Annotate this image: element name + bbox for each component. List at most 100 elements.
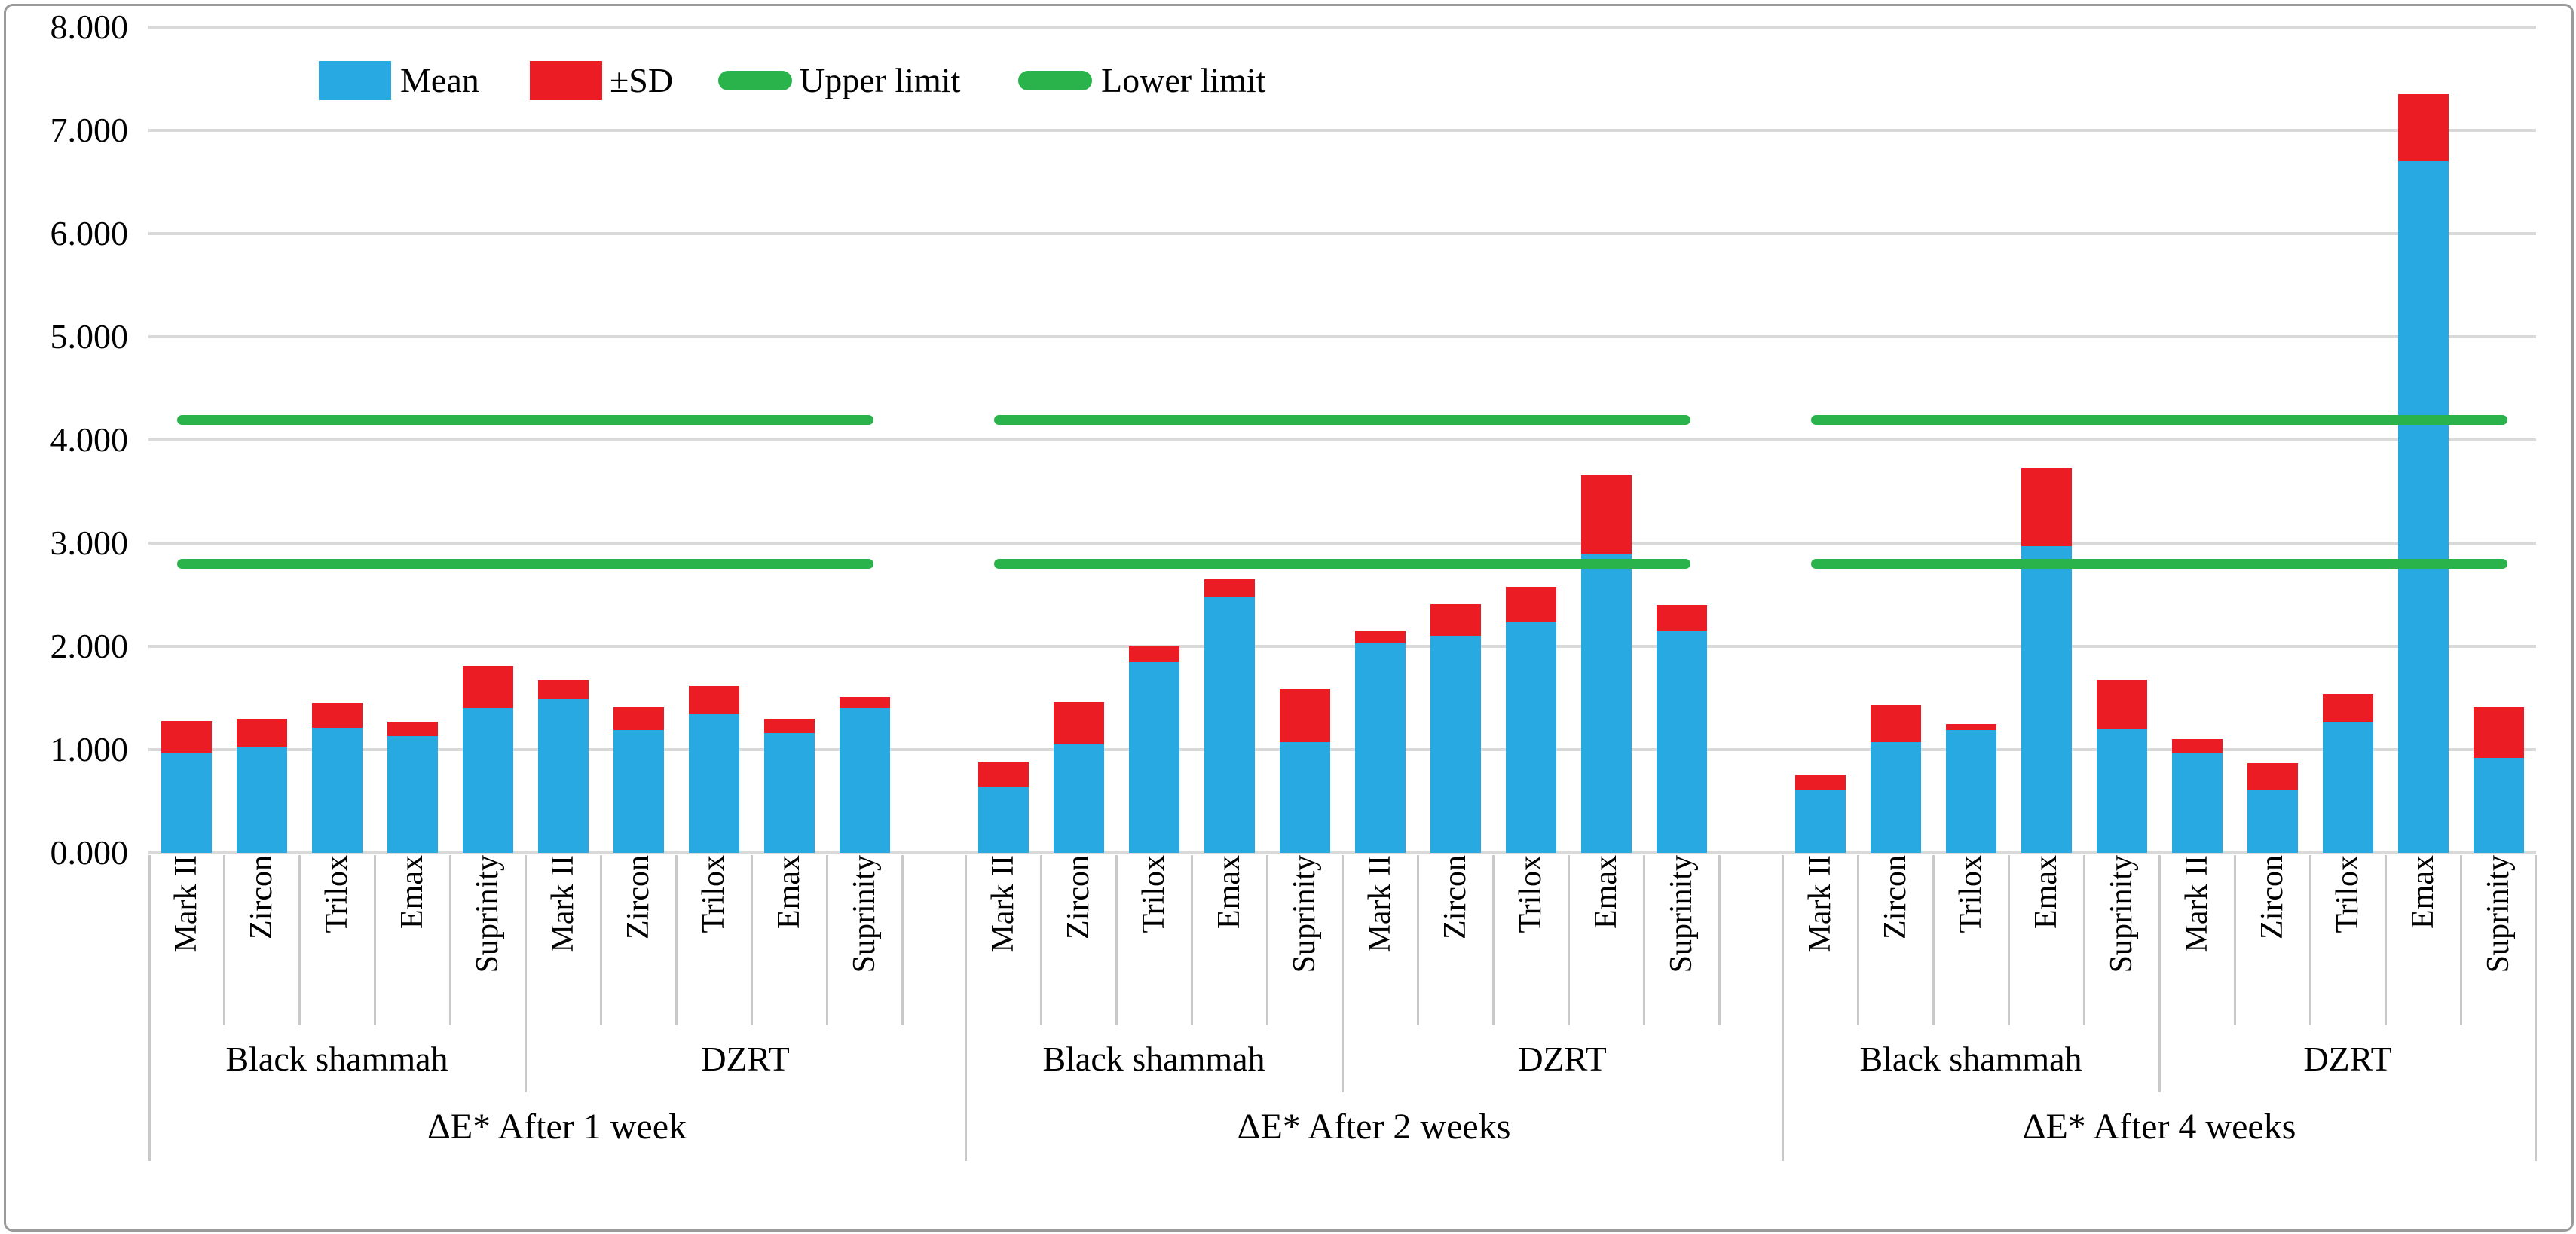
axis-separator-edge-right xyxy=(2535,855,2537,1161)
x-tick-label-material: Mark II xyxy=(1363,855,1397,953)
bar-mean-week3-black-shammah-zircon xyxy=(1870,742,1921,853)
x-tick-label-material: Trilox xyxy=(1137,855,1171,933)
y-axis-tick-label: 7.000 xyxy=(50,111,129,149)
axis-separator-subgroup xyxy=(525,855,527,1092)
plot-area: 0.000 1.000 2.000 3.000 4.000 5.000 6.000 7.000… xyxy=(6,6,2567,1225)
x-tick-label-material: Emax xyxy=(2406,855,2440,929)
bar-sd-week2-dzrt-zircon xyxy=(1430,603,1481,637)
x-tick-label-material: Emax xyxy=(772,855,806,929)
x-axis-subgroup-label: DZRT xyxy=(1518,1039,1607,1078)
bar-sd-week3-black-shammah-zircon xyxy=(1870,705,1921,743)
bar-mean-week1-black-shammah-trilox xyxy=(311,728,363,853)
x-axis-group-label: ΔE* After 4 weeks xyxy=(2022,1106,2296,1147)
axis-separator-group xyxy=(1782,855,1784,1161)
gridline-0 xyxy=(148,851,2536,854)
x-tick-label-material: Zircon xyxy=(2255,855,2290,939)
bar-sd-week3-black-shammah-trilox xyxy=(1945,723,1996,730)
bar-mean-week1-dzrt-zircon xyxy=(613,729,664,853)
bar-sd-week3-dzrt-mark-ii xyxy=(2171,739,2223,754)
bar-sd-week2-black-shammah-zircon xyxy=(1053,701,1104,745)
x-tick-label-material: Emax xyxy=(2029,855,2064,929)
bar-sd-week1-dzrt-trilox xyxy=(688,686,739,715)
bar-mean-week1-dzrt-suprinity xyxy=(839,708,890,853)
bar-sd-week2-black-shammah-mark-ii xyxy=(977,762,1029,787)
upper-limit-line-segment-2 xyxy=(994,414,1690,425)
axis-separator-minor xyxy=(751,855,753,1025)
x-tick-label-material: Mark II xyxy=(546,855,580,953)
bar-sd-week3-black-shammah-mark-ii xyxy=(1794,775,1846,790)
bar-sd-week1-black-shammah-suprinity xyxy=(462,666,513,709)
gridline-5 xyxy=(148,335,2536,338)
x-axis-group-label: ΔE* After 1 week xyxy=(427,1106,687,1147)
x-axis-subgroup-label: Black shammah xyxy=(1042,1039,1265,1078)
x-tick-label-material: Emax xyxy=(1212,855,1247,929)
upper-limit-line-segment-1 xyxy=(177,414,873,425)
legend-sd-swatch xyxy=(530,61,602,100)
bar-sd-week2-dzrt-mark-ii xyxy=(1354,631,1406,643)
bar-sd-week3-dzrt-trilox xyxy=(2322,694,2373,723)
bar-mean-week3-black-shammah-suprinity xyxy=(2096,728,2147,853)
bar-mean-week1-dzrt-mark-ii xyxy=(537,698,589,853)
bar-mean-week2-dzrt-trilox xyxy=(1505,622,1556,853)
x-tick-label-material: Suprinity xyxy=(470,855,505,973)
x-tick-label-material: Trilox xyxy=(2330,855,2365,933)
bar-mean-week2-black-shammah-suprinity xyxy=(1279,742,1330,853)
axis-separator-minor xyxy=(1857,855,1859,1025)
x-tick-label-material: Trilox xyxy=(696,855,731,933)
bar-sd-week1-dzrt-mark-ii xyxy=(537,680,589,699)
bar-mean-week1-black-shammah-mark-ii xyxy=(161,753,212,853)
axis-separator-subgroup xyxy=(1342,855,1344,1092)
legend-label: ±SD xyxy=(610,61,674,99)
gridline-2 xyxy=(148,645,2536,648)
bar-mean-week2-dzrt-suprinity xyxy=(1656,631,1707,853)
axis-separator-minor xyxy=(2008,855,2010,1025)
y-axis-tick-label: 3.000 xyxy=(50,524,129,562)
legend-label: Upper limit xyxy=(800,61,961,99)
y-axis-tick-label: 2.000 xyxy=(50,627,129,665)
x-tick-label-material: Suprinity xyxy=(847,855,882,973)
legend-upper-limit-icon xyxy=(718,71,792,90)
axis-separator-minor xyxy=(1040,855,1042,1025)
bar-sd-week1-dzrt-zircon xyxy=(613,707,664,730)
axis-separator-minor xyxy=(1718,855,1721,1025)
bar-sd-week1-black-shammah-emax xyxy=(387,722,438,737)
lower-limit-line-segment-3 xyxy=(1811,559,2507,570)
gridline-8 xyxy=(148,26,2536,29)
bar-sd-week2-dzrt-trilox xyxy=(1505,586,1556,623)
axis-separator-subgroup xyxy=(2158,855,2161,1092)
bar-sd-week2-dzrt-suprinity xyxy=(1656,605,1707,631)
axis-separator-minor xyxy=(2234,855,2236,1025)
x-tick-label-material: Zircon xyxy=(244,855,279,939)
x-axis-group-label: ΔE* After 2 weeks xyxy=(1237,1106,1511,1147)
axis-separator-minor xyxy=(1115,855,1118,1025)
x-axis-subgroup-label: Black shammah xyxy=(1859,1039,2082,1078)
bar-sd-week2-black-shammah-suprinity xyxy=(1279,689,1330,743)
gridline-6 xyxy=(148,232,2536,235)
y-axis-tick-label: 4.000 xyxy=(50,420,129,459)
axis-separator-minor xyxy=(223,855,225,1025)
bar-sd-week3-dzrt-emax xyxy=(2397,94,2449,162)
bar-mean-week3-dzrt-suprinity xyxy=(2473,757,2524,853)
axis-separator-minor xyxy=(1191,855,1193,1025)
upper-limit-line-segment-3 xyxy=(1811,414,2507,425)
bar-sd-week3-black-shammah-emax xyxy=(2021,467,2072,547)
axis-separator-minor xyxy=(298,855,301,1025)
axis-separator-minor xyxy=(1643,855,1645,1025)
x-axis-subgroup-label: DZRT xyxy=(2303,1039,2392,1078)
y-axis-tick-label: 0.000 xyxy=(50,833,129,872)
bar-sd-week3-dzrt-suprinity xyxy=(2473,707,2524,758)
bar-mean-week3-dzrt-trilox xyxy=(2322,722,2373,853)
axis-separator-minor xyxy=(2309,855,2311,1025)
axis-separator-edge-left xyxy=(148,855,151,1161)
x-tick-label-material: Zircon xyxy=(1878,855,1913,939)
axis-separator-minor xyxy=(1932,855,1935,1025)
x-tick-label-material: Suprinity xyxy=(1664,855,1699,973)
bar-sd-week1-black-shammah-trilox xyxy=(311,703,363,728)
axis-separator-minor xyxy=(1417,855,1419,1025)
lower-limit-line-segment-1 xyxy=(177,559,873,570)
bar-sd-week2-black-shammah-trilox xyxy=(1128,646,1179,662)
bar-mean-week1-black-shammah-suprinity xyxy=(462,708,513,853)
x-axis-subgroup-label: DZRT xyxy=(701,1039,790,1078)
axis-separator-minor xyxy=(2460,855,2462,1025)
